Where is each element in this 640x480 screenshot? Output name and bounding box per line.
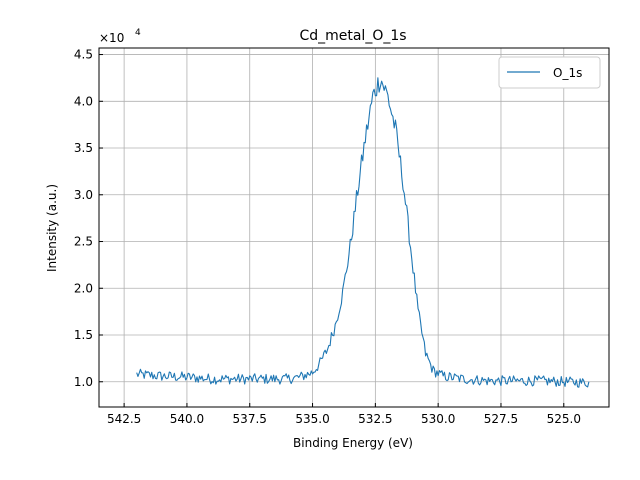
y-tick-label: 3.5: [74, 141, 93, 155]
x-tick-label: 525.0: [547, 412, 581, 426]
legend: O_1s: [498, 56, 601, 89]
x-axis-ticks: 542.5 540.0 537.5 535.0 532.5 530.0 527.5 525.0: [107, 403, 581, 426]
y-scale-multiplier: ×10: [99, 31, 124, 45]
x-tick-label: 542.5: [107, 412, 141, 426]
x-tick-label: 530.0: [421, 412, 455, 426]
plot-frame: [98, 47, 610, 408]
series-layer: [136, 77, 590, 388]
y-scale-note: ×10 4: [99, 28, 141, 45]
y-tick-label: 4.0: [74, 94, 93, 108]
series-line-o1s: [136, 77, 590, 388]
x-tick-label: 535.0: [295, 412, 329, 426]
chart-title: Cd_metal_O_1s: [299, 28, 406, 44]
y-tick-label: 4.5: [74, 48, 93, 62]
grid: [99, 48, 609, 407]
x-tick-label: 540.0: [170, 412, 204, 426]
y-scale-exponent: 4: [135, 28, 141, 38]
y-tick-label: 2.0: [74, 281, 93, 295]
y-tick-label: 3.0: [74, 188, 93, 202]
y-axis-label: Intensity (a.u.): [45, 184, 59, 272]
x-tick-label: 532.5: [358, 412, 392, 426]
legend-label-o1s: O_1s: [553, 66, 582, 80]
x-tick-label: 527.5: [484, 412, 518, 426]
y-tick-label: 2.5: [74, 235, 93, 249]
y-axis-ticks: 1.0 1.5 2.0 2.5 3.0 3.5 4.0 4.5: [74, 48, 103, 389]
x-axis-label: Binding Energy (eV): [293, 436, 413, 450]
y-tick-label: 1.5: [74, 328, 93, 342]
y-tick-label: 1.0: [74, 375, 93, 389]
legend-box: [498, 56, 601, 89]
x-tick-label: 537.5: [233, 412, 267, 426]
